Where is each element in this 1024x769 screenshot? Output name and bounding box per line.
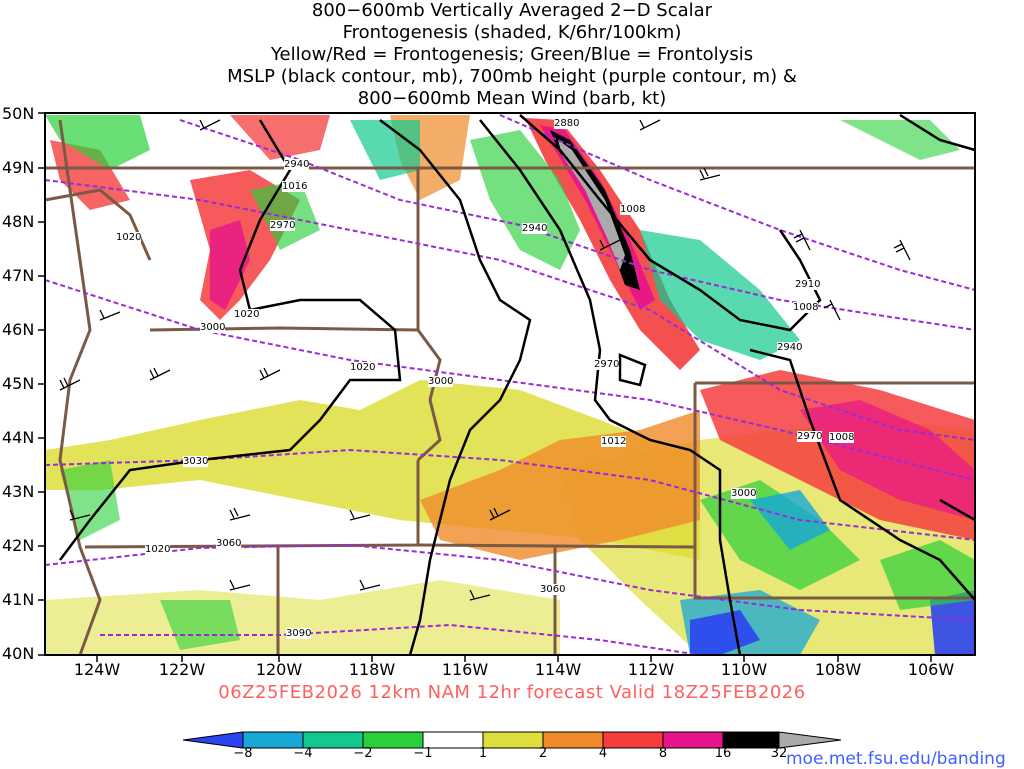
height-label: 3060 bbox=[540, 584, 566, 595]
mslp-label: 1008 bbox=[620, 204, 646, 215]
title-line-1: 800−600mb Vertically Averaged 2−D Scalar bbox=[311, 0, 713, 21]
mslp-label: 1020 bbox=[145, 544, 171, 555]
lat-label: 44N bbox=[2, 428, 35, 447]
colorbar-tick-label: 8 bbox=[658, 746, 668, 761]
height-label: 3000 bbox=[731, 488, 757, 499]
colorbar-tick-label: −4 bbox=[293, 746, 313, 761]
lat-label: 45N bbox=[2, 374, 35, 393]
lon-label: 120W bbox=[255, 660, 303, 679]
colorbar bbox=[182, 731, 842, 749]
height-label: 2970 bbox=[594, 359, 620, 370]
colorbar-tick-label: 32 bbox=[770, 746, 788, 761]
mslp-label: 1008 bbox=[793, 302, 819, 313]
lat-label: 46N bbox=[2, 320, 35, 339]
colorbar-arrow-right bbox=[778, 731, 842, 749]
height-label: 3060 bbox=[216, 538, 242, 549]
wind-barbs bbox=[59, 119, 911, 601]
height-label: 2910 bbox=[795, 279, 821, 290]
height-label: 2940 bbox=[522, 223, 548, 234]
height-label: 3030 bbox=[183, 456, 209, 467]
lon-label: 110W bbox=[720, 660, 768, 679]
height-label: 3090 bbox=[286, 628, 312, 639]
frontogenesis-shading bbox=[45, 115, 975, 655]
colorbar-tick-label: 1 bbox=[478, 746, 488, 761]
height-label: 3000 bbox=[200, 322, 226, 333]
lon-label: 114W bbox=[534, 660, 582, 679]
height-label: 2970 bbox=[797, 431, 823, 442]
credit-link[interactable]: moe.met.fsu.edu/banding bbox=[786, 749, 1006, 769]
lat-label: 42N bbox=[2, 536, 35, 555]
lat-ticks bbox=[38, 112, 932, 662]
height-label: 3000 bbox=[428, 376, 454, 387]
title-line-3: Yellow/Red = Frontogenesis; Green/Blue =… bbox=[270, 44, 754, 65]
lon-label: 122W bbox=[158, 660, 206, 679]
lon-label: 124W bbox=[73, 660, 121, 679]
colorbar-tick-label: −2 bbox=[353, 746, 373, 761]
lat-label: 48N bbox=[2, 212, 35, 231]
lon-label: 108W bbox=[814, 660, 862, 679]
lat-label: 47N bbox=[2, 266, 35, 285]
mslp-label: 1020 bbox=[350, 362, 376, 373]
mslp-label: 1012 bbox=[601, 436, 627, 447]
lat-label: 43N bbox=[2, 482, 35, 501]
colorbar-tick-label: −8 bbox=[233, 746, 253, 761]
lon-label: 112W bbox=[627, 660, 675, 679]
lat-label: 40N bbox=[2, 644, 35, 663]
height-label: 2940 bbox=[777, 342, 803, 353]
colorbar-tick-label: 16 bbox=[714, 746, 732, 761]
colorbar-tick-label: 2 bbox=[538, 746, 548, 761]
colorbar-tick-label: −1 bbox=[413, 746, 433, 761]
mslp-label: 1008 bbox=[829, 432, 855, 443]
height-label: 2940 bbox=[284, 159, 310, 170]
lon-label: 106W bbox=[907, 660, 955, 679]
lat-label: 41N bbox=[2, 590, 35, 609]
colorbar-tick-label: 4 bbox=[598, 746, 608, 761]
forecast-valid-text: 06Z25FEB2026 12km NAM 12hr forecast Vali… bbox=[218, 682, 806, 703]
title-line-4: MSLP (black contour, mb), 700mb height (… bbox=[227, 66, 797, 87]
height-label: 2970 bbox=[270, 220, 296, 231]
mslp-label: 1016 bbox=[282, 181, 308, 192]
mslp-label: 1020 bbox=[234, 309, 260, 320]
height-label: 2880 bbox=[554, 118, 580, 129]
title-line-5: 800−600mb Mean Wind (barb, kt) bbox=[357, 88, 667, 109]
lon-label: 116W bbox=[441, 660, 489, 679]
lat-label: 50N bbox=[2, 104, 35, 123]
lon-label: 118W bbox=[348, 660, 396, 679]
title-line-2: Frontogenesis (shaded, K/6hr/100km) bbox=[342, 22, 682, 43]
mslp-label: 1020 bbox=[116, 232, 142, 243]
lat-label: 49N bbox=[2, 158, 35, 177]
